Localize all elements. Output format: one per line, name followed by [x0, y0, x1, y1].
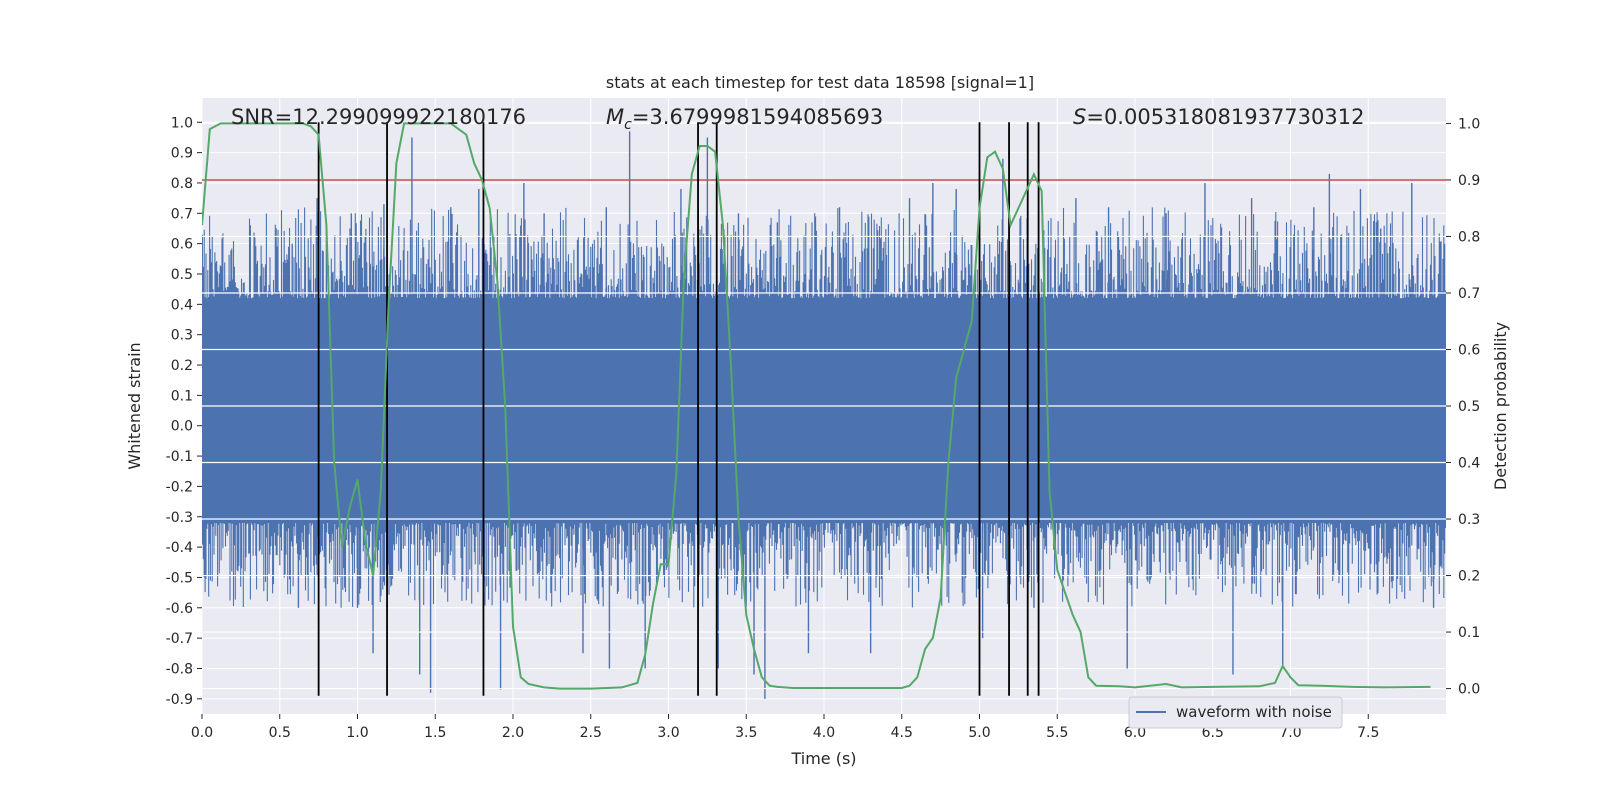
legend: waveform with noise	[1128, 696, 1343, 729]
y-right-tick-label: 0.1	[1458, 625, 1480, 641]
chirp-mass-value: =3.6799981594085693	[632, 105, 883, 129]
y-right-tick-label: 1.0	[1458, 116, 1480, 132]
x-tick-label: 2.5	[580, 725, 602, 741]
x-tick-label: 3.5	[735, 725, 757, 741]
chirp-mass-subscript: c	[624, 117, 632, 133]
score-annotation: S=0.005318081937730312	[1073, 105, 1364, 129]
x-axis-label: Time (s)	[790, 749, 856, 768]
y-right-tick-label: 0.4	[1458, 456, 1480, 472]
y-axis-left-label: Whitened strain	[125, 342, 144, 469]
y-left-tick-label: -0.9	[166, 692, 193, 708]
x-tick-label: 6.0	[1124, 725, 1146, 741]
x-tick-label: 4.0	[813, 725, 835, 741]
snr-annotation: SNR=12.299099922180176	[231, 105, 526, 129]
x-tick-label: 7.5	[1357, 725, 1379, 741]
y-axis-left: 1.0 0.9 0.8 0.7 0.6 0.5 0.4 0.3 0.2 0.1 0.0 -0.1 -0.…	[166, 115, 202, 708]
x-tick-label: 6.5	[1202, 725, 1224, 741]
score-symbol: S	[1073, 105, 1086, 129]
x-tick-label: 1.0	[346, 725, 368, 741]
x-tick-label: 2.0	[502, 725, 524, 741]
x-tick-label: 3.0	[657, 725, 679, 741]
score-value: =0.005318081937730312	[1086, 105, 1364, 129]
x-tick-label: 5.0	[968, 725, 990, 741]
y-axis-right: 1.0 0.9 0.8 0.7 0.6 0.5 0.4 0.3 0.2 0.1 0.0	[1446, 116, 1480, 698]
y-left-tick-label: -0.5	[166, 570, 193, 586]
y-right-tick-label: 0.5	[1458, 399, 1480, 415]
legend-box	[1128, 696, 1343, 729]
y-right-tick-label: 0.8	[1458, 229, 1480, 245]
x-tick-label: 0.0	[191, 725, 213, 741]
y-right-tick-label: 0.7	[1458, 286, 1480, 302]
y-left-tick-label: 0.8	[171, 176, 193, 192]
x-axis: 0.0 0.5 1.0 1.5 2.0 2.5 3.0 3.5 4.0 4.5 5.0 5.5 6.0 6…	[191, 714, 1379, 741]
y-left-tick-label: 0.3	[171, 328, 193, 344]
y-left-tick-label: 0.2	[171, 358, 193, 374]
x-tick-label: 5.5	[1046, 725, 1068, 741]
y-left-tick-label: -0.4	[166, 540, 193, 556]
y-left-tick-label: 0.6	[171, 237, 193, 253]
chirp-mass-symbol: M	[606, 105, 624, 129]
waveform-series	[202, 131, 1446, 699]
y-left-tick-label: -0.3	[166, 510, 193, 526]
y-left-tick-label: 0.4	[171, 297, 193, 313]
trigger-lines	[317, 122, 1040, 696]
y-left-tick-label: 0.1	[171, 388, 193, 404]
y-left-tick-label: 0.5	[171, 267, 193, 283]
chirp-mass-annotation: Mc=3.6799981594085693	[606, 105, 883, 133]
x-tick-label: 7.0	[1279, 725, 1301, 741]
y-axis-right-label: Detection probability	[1491, 322, 1510, 490]
y-right-tick-label: 0.9	[1458, 173, 1480, 189]
y-right-tick-label: 0.0	[1458, 682, 1480, 698]
y-left-tick-label: -0.7	[166, 631, 193, 647]
detection-probability-line	[202, 122, 1431, 690]
x-tick-label: 1.5	[424, 725, 446, 741]
y-left-tick-label: -0.6	[166, 601, 193, 617]
y-left-tick-label: -0.8	[166, 661, 193, 677]
y-right-tick-label: 0.2	[1458, 569, 1480, 585]
y-left-tick-label: 0.9	[171, 146, 193, 162]
y-left-tick-label: 0.0	[171, 419, 193, 435]
x-tick-label: 4.5	[891, 725, 913, 741]
chart-title: stats at each timestep for test data 185…	[606, 73, 1034, 92]
x-tick-label: 0.5	[269, 725, 291, 741]
y-right-tick-label: 0.3	[1458, 512, 1480, 528]
y-left-tick-label: 1.0	[171, 115, 193, 131]
y-left-tick-label: -0.1	[166, 449, 193, 465]
legend-label: waveform with noise	[1176, 703, 1332, 721]
y-left-tick-label: -0.2	[166, 479, 193, 495]
y-left-tick-label: 0.7	[171, 206, 193, 222]
y-right-tick-label: 0.6	[1458, 342, 1480, 358]
